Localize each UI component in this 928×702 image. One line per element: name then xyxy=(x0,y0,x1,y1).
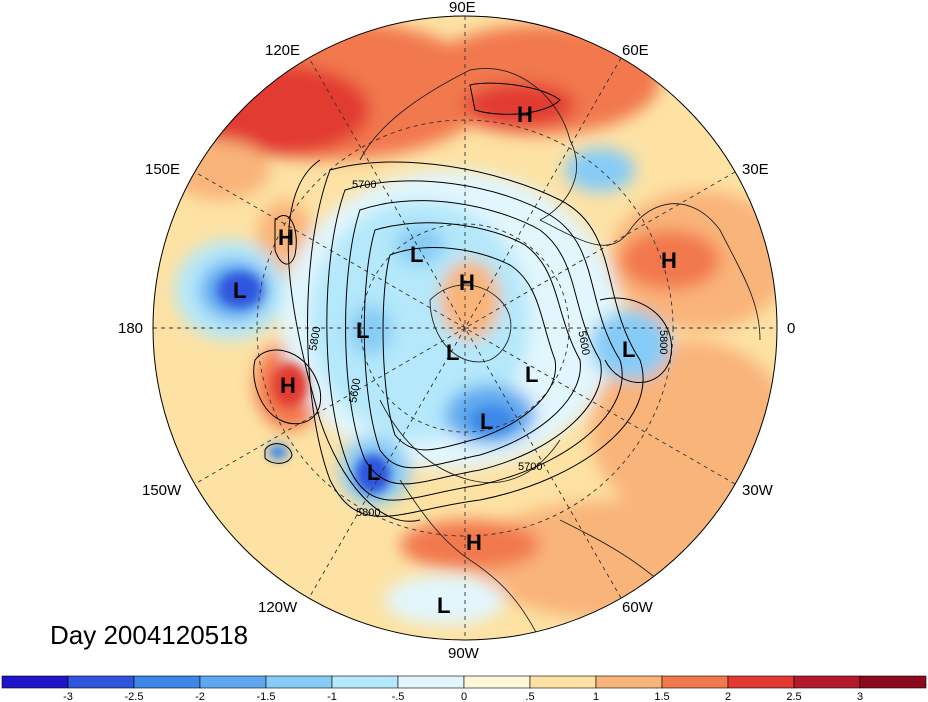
longitude-labels: 90E 60E 30E 0 30W 60W 90W 120W 150W 180 … xyxy=(118,0,795,662)
colorbar-tick-label: 1 xyxy=(593,691,599,702)
lon-label-90e: 90E xyxy=(449,0,476,16)
colorbar-tick-label: 2.5 xyxy=(786,691,801,702)
colorbar-tick-label: 0 xyxy=(461,691,467,702)
colorbar-tick-label: -.5 xyxy=(392,691,405,702)
lon-label-0: 0 xyxy=(787,320,795,337)
colorbar-tick-label: .5 xyxy=(525,691,534,702)
colorbar-swatch xyxy=(727,675,795,689)
colorbar-swatch xyxy=(793,675,861,689)
colorbar-tick-label: -1 xyxy=(327,691,337,702)
colorbar-tick-label: 2 xyxy=(725,691,731,702)
contour-label: 5600 xyxy=(347,378,363,404)
map-boundary xyxy=(152,15,778,641)
colorbar-tick-label: -3 xyxy=(63,691,73,702)
lon-label-90w: 90W xyxy=(448,645,480,662)
lon-label-30w: 30W xyxy=(742,482,774,499)
low-center: L xyxy=(622,337,635,362)
colorbar-tick-label: -1.5 xyxy=(257,691,276,702)
colorbar-swatch xyxy=(397,675,465,689)
lon-label-180: 180 xyxy=(118,320,143,337)
colorbar-swatch xyxy=(859,675,927,689)
low-center: L xyxy=(437,593,450,618)
colorbar-swatch xyxy=(463,675,531,689)
colorbar-swatch xyxy=(529,675,597,689)
low-center: L xyxy=(525,362,538,387)
colorbar-swatch xyxy=(265,675,333,689)
lon-label-120w: 120W xyxy=(258,599,298,616)
colorbar-tick-label: -2 xyxy=(195,691,205,702)
contour-label: 5800 xyxy=(356,507,380,519)
high-center: H xyxy=(280,373,296,398)
high-center: H xyxy=(459,270,475,295)
colorbar-tick-label: 1.5 xyxy=(654,691,669,702)
colorbar-swatch xyxy=(199,675,267,689)
colorbar-tick-label: -2.5 xyxy=(125,691,144,702)
lon-label-120e: 120E xyxy=(265,42,300,59)
graticule xyxy=(153,16,777,640)
low-center: L xyxy=(446,340,459,365)
contour-label: 5700 xyxy=(352,179,376,191)
colorbar-swatch xyxy=(595,675,663,689)
high-center: H xyxy=(661,248,677,273)
anomaly-field xyxy=(153,16,777,640)
low-center: L xyxy=(367,460,380,485)
contour-label: 5800 xyxy=(657,330,669,354)
lon-label-150w: 150W xyxy=(142,482,182,499)
colorbar-tick-label: 3 xyxy=(857,691,863,702)
contour-label: 5800 xyxy=(307,326,323,352)
low-center: L xyxy=(233,278,246,303)
low-center: L xyxy=(480,409,493,434)
contour-label: 5700 xyxy=(518,461,542,473)
lon-label-30e: 30E xyxy=(742,161,769,178)
colorbar-swatch xyxy=(331,675,399,689)
contour-labels: 5700 5800 5600 5800 5700 5600 5800 xyxy=(307,179,669,519)
lon-label-60e: 60E xyxy=(622,42,649,59)
high-center: H xyxy=(517,102,533,127)
lon-label-150e: 150E xyxy=(145,161,180,178)
colorbar: -3 -2.5 -2 -1.5 -1 -.5 0 .5 1 1.5 2 2.5 3 xyxy=(1,675,927,702)
colorbar-swatch xyxy=(133,675,201,689)
high-center: H xyxy=(278,225,294,250)
low-center: L xyxy=(356,318,369,343)
colorbar-swatch xyxy=(1,675,69,689)
lon-label-60w: 60W xyxy=(622,599,654,616)
high-center: H xyxy=(466,530,482,555)
low-center: L xyxy=(410,242,423,267)
colorbar-swatch xyxy=(67,675,135,689)
colorbar-swatch xyxy=(661,675,729,689)
pressure-centers: H H L L H H L L L L L L H L H xyxy=(233,102,677,618)
height-contours xyxy=(253,82,672,522)
day-label: Day 2004120518 xyxy=(50,620,249,650)
contour-label: 5600 xyxy=(575,330,591,356)
